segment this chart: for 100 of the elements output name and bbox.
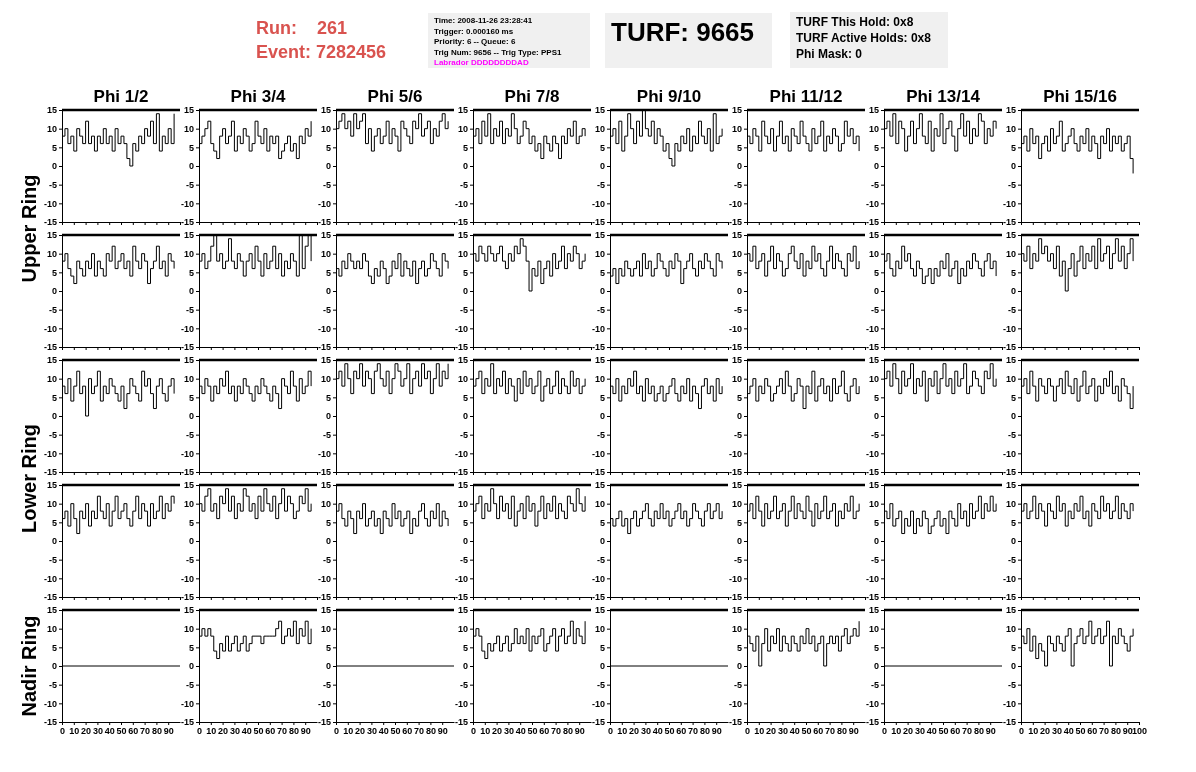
y-tick-label: -15 <box>591 717 605 728</box>
y-tick-label: -10 <box>865 198 879 209</box>
y-tick-label: -15 <box>317 717 331 728</box>
y-tick-label: 5 <box>1010 642 1016 653</box>
y-tick-label: 15 <box>1005 105 1016 116</box>
y-tick-label: -15 <box>180 717 194 728</box>
y-tick-label: 0 <box>1010 536 1016 547</box>
y-tick-label: -5 <box>48 555 57 566</box>
y-tick-label: 10 <box>1005 499 1016 510</box>
y-tick-label: -10 <box>180 448 194 459</box>
y-tick-label: 15 <box>457 230 468 241</box>
y-tick-label: -15 <box>454 467 468 478</box>
y-tick-label: 5 <box>325 392 331 403</box>
y-tick-label: -10 <box>180 573 194 584</box>
y-tick-label: 5 <box>599 642 605 653</box>
x-tick-label: 60 <box>539 726 550 737</box>
x-tick-label: 0 <box>744 726 751 737</box>
y-tick-label: 5 <box>462 517 468 528</box>
x-tick-label: 30 <box>503 726 514 737</box>
y-tick-label: 15 <box>46 355 57 366</box>
y-tick-label: -10 <box>1002 198 1016 209</box>
y-tick-label: -10 <box>43 198 57 209</box>
y-tick-label: 10 <box>731 499 742 510</box>
y-tick-label: -15 <box>865 717 879 728</box>
text: TURF Active Holds: 0x8 <box>796 31 932 45</box>
x-tick-label: 70 <box>825 726 836 737</box>
chart-title: Phi 5/6 <box>367 87 423 106</box>
y-tick-label: 5 <box>736 642 742 653</box>
y-tick-label: -10 <box>454 198 468 209</box>
x-tick-label: 80 <box>151 726 162 737</box>
chart-title: Phi 15/16 <box>1043 87 1117 106</box>
y-tick-label: -15 <box>728 342 742 353</box>
y-tick-label: -10 <box>1002 573 1016 584</box>
x-tick-label: 20 <box>903 726 914 737</box>
y-tick-label: 15 <box>868 355 879 366</box>
y-tick-label: 15 <box>183 355 194 366</box>
y-tick-label: 10 <box>457 124 468 135</box>
y-tick-label: 0 <box>736 286 742 297</box>
y-tick-label: 15 <box>457 355 468 366</box>
y-tick-label: -10 <box>317 573 331 584</box>
y-tick-label: 5 <box>873 392 879 403</box>
x-tick-label: 90 <box>163 726 174 737</box>
text: Phi Mask: 0 <box>796 47 863 61</box>
y-tick-label: 15 <box>594 105 605 116</box>
x-tick-label: 50 <box>253 726 264 737</box>
text: Trig Num: 9656 -- Trig Type: PPS1 <box>434 47 562 57</box>
y-tick-label: -5 <box>1007 680 1016 691</box>
y-tick-label: -10 <box>591 698 605 709</box>
y-tick-label: 15 <box>320 355 331 366</box>
y-tick-label: 15 <box>594 355 605 366</box>
x-tick-label: 90 <box>574 726 585 737</box>
y-tick-label: 0 <box>873 536 879 547</box>
y-tick-label: -15 <box>43 592 57 603</box>
x-tick-label: 40 <box>1063 726 1074 737</box>
chart-title: Phi 9/10 <box>636 87 702 106</box>
y-tick-label: 5 <box>325 517 331 528</box>
y-tick-label: 10 <box>320 374 331 385</box>
y-tick-label: 15 <box>731 605 742 616</box>
y-tick-label: 0 <box>325 411 331 422</box>
y-tick-label: -10 <box>317 698 331 709</box>
y-tick-label: -5 <box>459 305 468 316</box>
y-tick-label: 0 <box>599 411 605 422</box>
x-tick-label: 80 <box>699 726 710 737</box>
y-tick-label: 10 <box>731 249 742 260</box>
y-tick-label: -5 <box>185 180 194 191</box>
x-tick-label: 60 <box>265 726 276 737</box>
y-tick-label: -15 <box>1002 592 1016 603</box>
y-tick-label: -15 <box>865 592 879 603</box>
y-tick-label: 5 <box>325 267 331 278</box>
y-tick-label: 10 <box>868 374 879 385</box>
y-tick-label: 15 <box>320 230 331 241</box>
y-tick-label: 10 <box>1005 124 1016 135</box>
y-tick-label: -10 <box>454 448 468 459</box>
y-tick-label: -15 <box>728 467 742 478</box>
y-tick-label: 15 <box>183 605 194 616</box>
y-tick-label: -15 <box>317 217 331 228</box>
y-tick-label: 0 <box>51 411 57 422</box>
y-tick-label: -5 <box>48 180 57 191</box>
y-tick-label: 0 <box>736 536 742 547</box>
y-tick-label: -15 <box>865 217 879 228</box>
y-tick-label: -5 <box>733 680 742 691</box>
x-tick-label: 40 <box>789 726 800 737</box>
y-tick-label: -10 <box>865 573 879 584</box>
y-tick-label: 0 <box>873 286 879 297</box>
y-tick-label: 5 <box>736 142 742 153</box>
y-tick-label: 0 <box>599 661 605 672</box>
x-tick-label: 70 <box>962 726 973 737</box>
y-tick-label: 10 <box>183 124 194 135</box>
y-tick-label: -10 <box>865 698 879 709</box>
x-tick-label: 40 <box>104 726 115 737</box>
x-tick-label: 30 <box>366 726 377 737</box>
y-tick-label: -5 <box>596 180 605 191</box>
y-tick-label: 5 <box>51 142 57 153</box>
y-tick-label: 0 <box>462 536 468 547</box>
x-tick-label: 50 <box>1075 726 1086 737</box>
y-tick-label: 0 <box>51 536 57 547</box>
x-tick-label: 0 <box>881 726 888 737</box>
y-tick-label: 15 <box>594 480 605 491</box>
y-tick-label: -5 <box>459 180 468 191</box>
x-tick-label: 40 <box>378 726 389 737</box>
